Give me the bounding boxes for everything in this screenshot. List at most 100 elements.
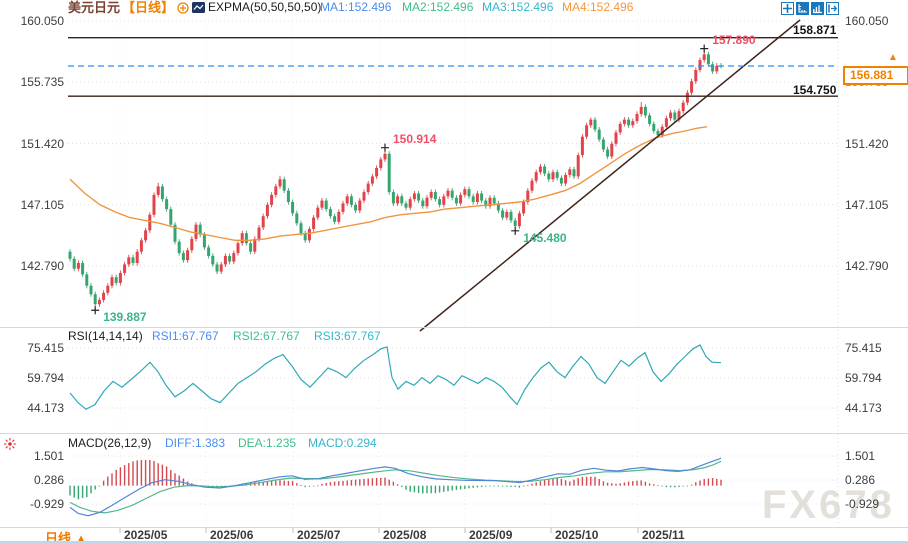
macd-histogram-bar [430, 485, 432, 494]
candle-body [576, 155, 580, 177]
macd-histogram-bar [611, 483, 613, 486]
collapse-right-icon[interactable] [826, 2, 839, 15]
candle-body [568, 169, 572, 176]
candle-body [454, 197, 458, 204]
ema-line [69, 126, 708, 242]
candle-body [484, 200, 488, 207]
macd-histogram-bar [329, 482, 332, 486]
plus-circle-icon[interactable] [177, 2, 189, 14]
macd-histogram-bar [392, 481, 395, 486]
price-axis-label: 142.790 [20, 259, 64, 273]
macd-histogram-bar [669, 485, 672, 488]
candle-body [198, 224, 202, 235]
macd-histogram-bar [707, 478, 710, 486]
candle-body [257, 227, 261, 239]
macd-histogram-bar [564, 480, 567, 486]
candle-body [677, 111, 681, 120]
period-selector[interactable]: 日线 ▲ [45, 531, 88, 543]
crosshair-icon[interactable] [781, 2, 794, 15]
macd-histogram-bar [451, 485, 453, 491]
candle-body [328, 209, 332, 217]
axis-scale-icon[interactable] [796, 2, 809, 15]
candle-body [131, 257, 135, 264]
candle-body [127, 257, 131, 265]
candle-body [223, 255, 227, 265]
indicator-chart-icon[interactable] [192, 2, 205, 13]
candle-body [652, 123, 656, 132]
candle-body [446, 190, 450, 197]
candle-body [160, 186, 164, 200]
candle-body [274, 186, 278, 195]
candle-body [186, 250, 190, 261]
macd-histogram-bar [170, 470, 172, 486]
candle-body [614, 132, 618, 144]
candle-body [278, 179, 282, 187]
candle-body [610, 143, 614, 157]
macd-alert-icon[interactable] [4, 438, 16, 450]
macd-histogram-bar [73, 485, 75, 498]
candle-body [606, 149, 610, 157]
diff-line [69, 457, 722, 517]
macd-histogram-bar [527, 484, 529, 486]
macd-histogram-bar [535, 482, 537, 486]
candle-body [459, 194, 463, 204]
candle-body [450, 190, 454, 198]
candle-body [362, 192, 366, 201]
candle-body [664, 118, 668, 127]
candle-body [383, 153, 387, 160]
macd-histogram-bar [602, 481, 605, 486]
macd-axis-label: 1.501 [33, 449, 64, 463]
macd-histogram-bar [149, 459, 151, 486]
candle-body [244, 233, 248, 244]
time-axis-label: 2025/11 [642, 528, 685, 542]
macd-histogram-bar [107, 476, 109, 486]
macd-histogram-bar [308, 485, 311, 487]
macd-histogram-bar [417, 485, 420, 493]
macd-histogram-bar [447, 485, 449, 492]
indicator-title: EXPMA(50,50,50,50) [208, 0, 322, 14]
candle-body [156, 186, 160, 195]
macd-histogram-bar [77, 485, 80, 500]
macd-histogram-bar [686, 485, 689, 487]
macd-histogram-bar [287, 481, 290, 486]
candle-body [509, 211, 513, 221]
candle-body [601, 139, 605, 150]
candle-body [173, 224, 177, 242]
macd-histogram-bar [703, 479, 705, 486]
macd-histogram-bar [480, 485, 483, 487]
macd-histogram-bar [354, 479, 357, 486]
macd-histogram-bar [102, 480, 105, 486]
rsi-axis-label: 44.173 [845, 401, 882, 415]
macd-histogram-bar [367, 478, 369, 486]
candle-body [152, 194, 156, 215]
macd-histogram-bar [510, 485, 512, 487]
rsi-axis-label: 59.794 [845, 371, 882, 385]
macd-histogram-bar [128, 463, 130, 486]
candle-body [463, 189, 467, 195]
candle-body [534, 172, 538, 181]
candle-body [639, 106, 643, 114]
trend-pane-icon[interactable] [811, 2, 824, 15]
macd-histogram-bar [674, 485, 676, 488]
macd-histogram-bar [665, 485, 668, 488]
candle-body [564, 175, 568, 184]
macd-histogram-bar [539, 481, 542, 486]
candle-body [471, 196, 475, 202]
watermark: FX678 [762, 483, 895, 527]
candle-body [177, 241, 181, 254]
candle-body [349, 196, 353, 205]
macd-histogram-bar [384, 477, 386, 486]
macd-histogram-bar [90, 485, 92, 494]
candle-body [412, 193, 416, 200]
macd-histogram-bar [405, 485, 407, 490]
candle-body [240, 233, 244, 244]
macd-histogram-bar [573, 479, 575, 486]
candle-body [572, 169, 576, 177]
macd-histogram-bar [464, 485, 466, 489]
price-axis-label: 147.105 [845, 197, 889, 212]
candle-body [261, 216, 265, 228]
candle-body [312, 217, 316, 229]
macd-histogram-bar [590, 476, 592, 486]
candle-body [526, 190, 530, 202]
